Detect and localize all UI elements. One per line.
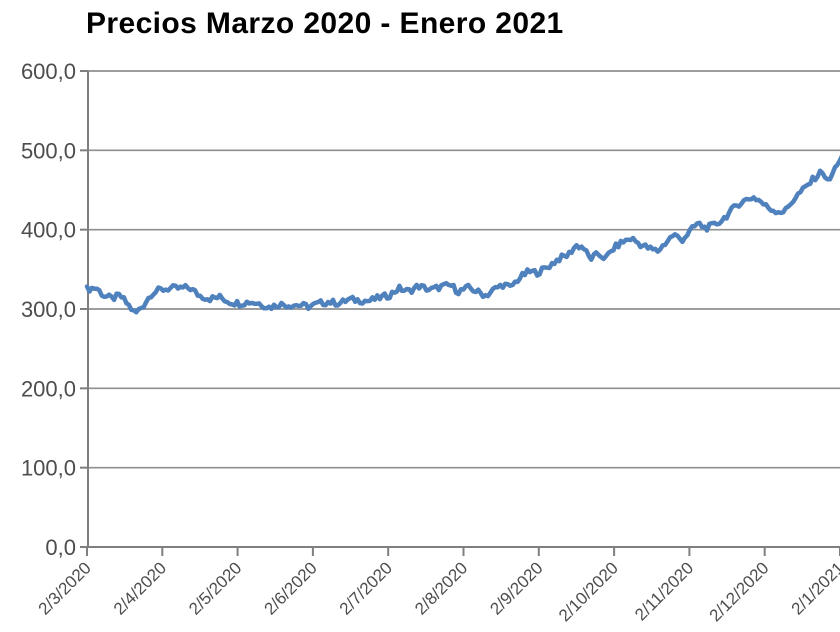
y-tick-label: 200,0: [21, 376, 76, 401]
x-tick-label: 2/7/2020: [336, 558, 396, 618]
y-tick-label: 300,0: [21, 297, 76, 322]
y-tick-label: 600,0: [21, 59, 76, 84]
x-tick-label: 2/1/2021: [788, 558, 840, 618]
y-tick-label: 500,0: [21, 138, 76, 163]
y-tick-label: 0,0: [45, 535, 76, 560]
y-tick-label: 400,0: [21, 218, 76, 243]
x-tick-label: 2/5/2020: [185, 558, 245, 618]
y-tick-label: 100,0: [21, 456, 76, 481]
x-tick-label: 2/6/2020: [260, 558, 320, 618]
x-tick-label: 2/4/2020: [110, 558, 170, 618]
x-tick-label: 2/9/2020: [486, 558, 546, 618]
x-tick-label: 2/3/2020: [35, 558, 95, 618]
x-tick-label: 2/10/2020: [555, 558, 622, 625]
x-tick-label: 2/8/2020: [411, 558, 471, 618]
chart-title: Precios Marzo 2020 - Enero 2021: [86, 7, 564, 40]
price-line: [84, 154, 840, 315]
x-tick-label: 2/12/2020: [706, 558, 773, 625]
x-tick-label: 2/11/2020: [631, 558, 697, 624]
